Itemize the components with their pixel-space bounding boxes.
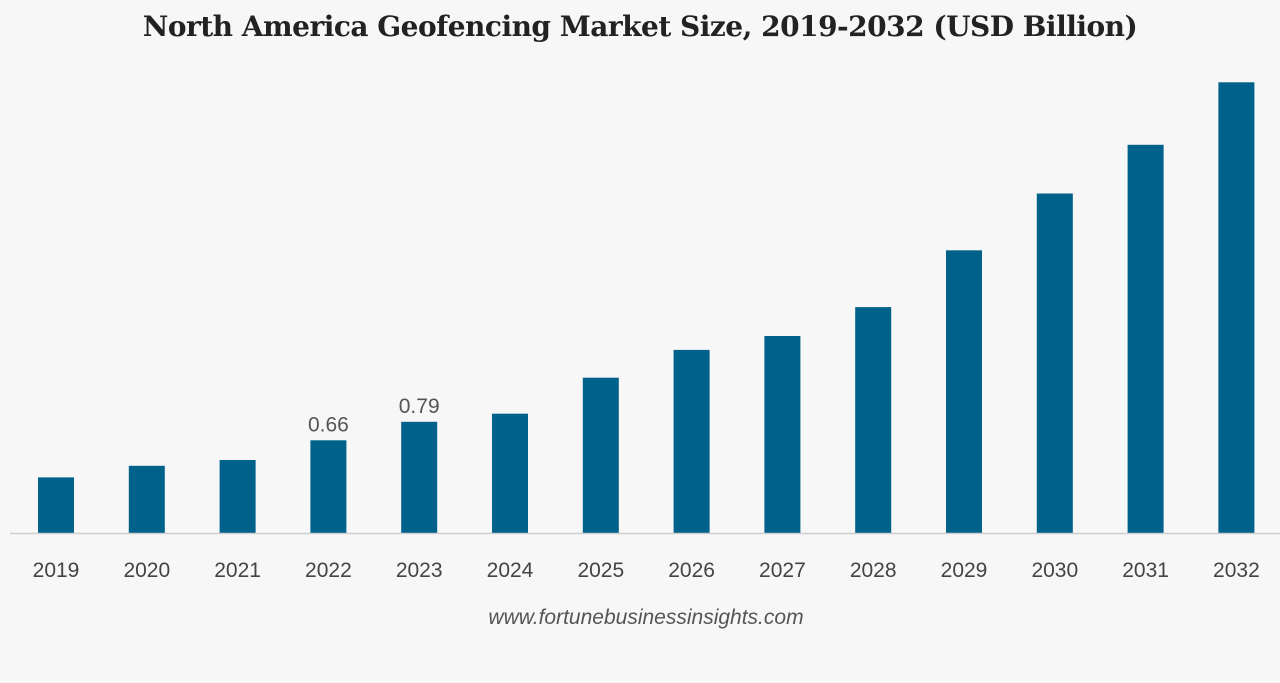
x-tick-label-2026: 2026 — [668, 559, 715, 582]
bar-2026 — [673, 349, 710, 533]
x-tick-label-2028: 2028 — [850, 559, 897, 582]
bar-2021 — [219, 460, 256, 533]
x-tick-label-2029: 2029 — [941, 559, 988, 582]
x-tick-label-2022: 2022 — [305, 559, 352, 582]
x-tick-label-2020: 2020 — [123, 559, 170, 582]
bar-2020 — [128, 465, 165, 533]
data-labels: 0.66 0.79 — [308, 395, 440, 437]
x-tick-label-2027: 2027 — [759, 559, 806, 582]
bar-2019 — [38, 477, 74, 533]
bars-group — [38, 82, 1255, 534]
x-tick-label-2031: 2031 — [1122, 559, 1169, 582]
data-label-2022: 0.66 — [308, 413, 349, 436]
bar-2030 — [1036, 193, 1073, 533]
bar-2027 — [764, 336, 801, 533]
x-tick-label-2019: 2019 — [33, 559, 80, 582]
x-tick-labels: 2019 2020 2021 2022 2023 2024 2025 2026 2027 2028… — [33, 559, 1260, 582]
data-label-2023: 0.79 — [399, 395, 440, 418]
source-credit: www.fortunebusinessinsights.com — [488, 606, 804, 629]
bar-2032 — [1218, 82, 1255, 534]
x-tick-label-2024: 2024 — [487, 559, 534, 582]
chart-title: North America Geofencing Market Size, 20… — [142, 10, 1138, 43]
bar-2028 — [855, 307, 892, 533]
x-tick-label-2021: 2021 — [214, 559, 261, 582]
bar-2031 — [1127, 144, 1164, 534]
x-tick-label-2032: 2032 — [1213, 559, 1260, 582]
x-tick-label-2030: 2030 — [1031, 559, 1078, 582]
x-tick-label-2025: 2025 — [577, 559, 624, 582]
bar-2025 — [582, 377, 619, 533]
bar-2024 — [492, 413, 528, 533]
bar-2023 — [401, 421, 438, 533]
x-tick-label-2023: 2023 — [396, 559, 443, 582]
bar-2022 — [310, 440, 347, 533]
bar-2029 — [946, 250, 982, 534]
